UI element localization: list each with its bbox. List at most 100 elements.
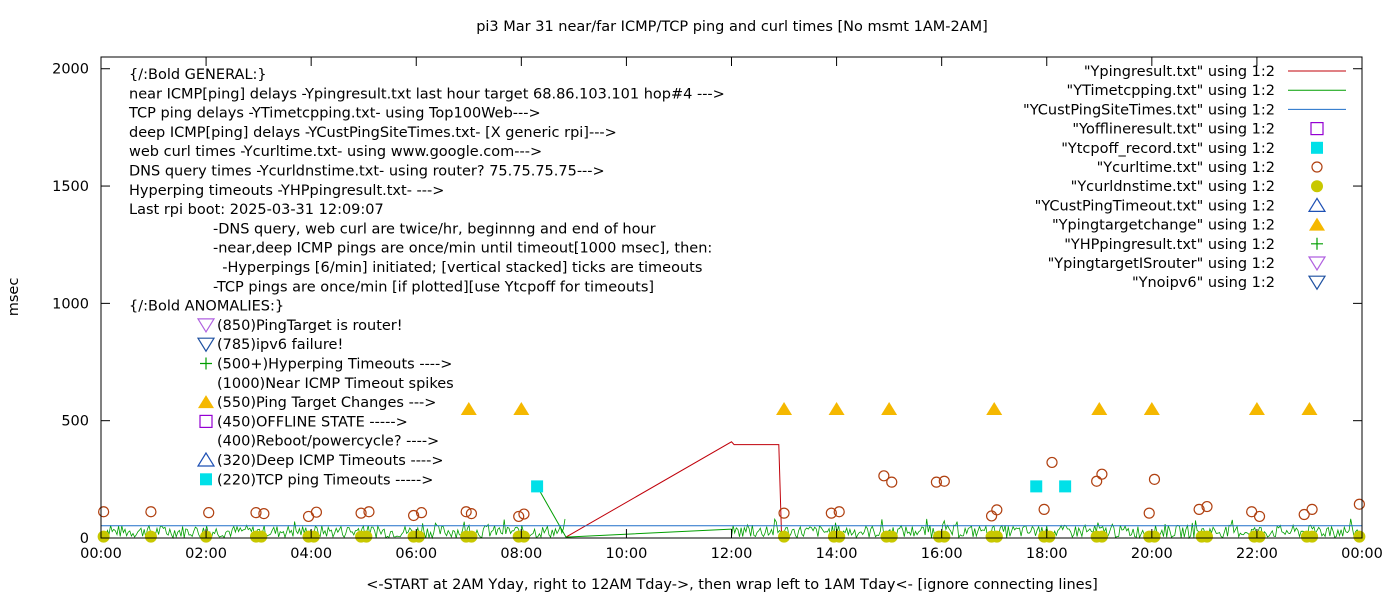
data-point	[1095, 530, 1108, 543]
y-tick-label: 0	[80, 531, 89, 547]
anomaly-symbol	[200, 357, 212, 370]
x-axis-label: <-START at 2AM Yday, right to 12AM Tday-…	[366, 577, 1098, 593]
y-tick-label: 1500	[52, 179, 89, 195]
data-point	[1253, 530, 1266, 543]
data-point	[144, 530, 157, 543]
data-point	[310, 506, 323, 518]
legend-symbol	[1310, 121, 1324, 136]
data-point	[878, 470, 890, 482]
data-point	[145, 506, 157, 518]
x-tick-label: 14:00	[816, 546, 858, 562]
data-point	[1143, 507, 1155, 519]
data-point	[776, 401, 793, 415]
data-point	[1353, 498, 1365, 510]
data-point	[307, 530, 320, 543]
data-point	[408, 509, 420, 522]
legend-symbol	[1311, 237, 1323, 250]
legend-symbol	[1311, 141, 1323, 154]
anomaly-label: (450)OFFLINE STATE ----->	[217, 414, 408, 430]
data-point	[1091, 401, 1108, 415]
data-point	[98, 506, 110, 518]
legend-label: "YCustPingSiteTimes.txt" using 1:2	[1023, 102, 1275, 118]
data-point	[1143, 401, 1160, 415]
data-point	[517, 530, 530, 543]
data-point	[460, 401, 477, 415]
anomaly-label: (220)TCP ping Timeouts ----->	[217, 472, 433, 488]
data-point	[415, 507, 428, 519]
note-line-indented: -TCP pings are once/min [if plotted][use…	[213, 279, 654, 295]
note-line: web curl times -Ycurltime.txt- using www…	[129, 144, 542, 160]
data-point	[985, 510, 998, 522]
x-tick-label: 22:00	[1236, 546, 1278, 562]
x-tick-label: 18:00	[1026, 546, 1068, 562]
x-tick-label: 06:00	[395, 546, 437, 562]
data-point	[986, 401, 1003, 415]
series-filled-triangle-up-7	[460, 401, 1318, 415]
anomaly-label: (320)Deep ICMP Timeouts ---->	[217, 453, 444, 469]
note-line: {/:Bold GENERAL:}	[129, 67, 267, 83]
legend-label: "Ypingtargetchange" using 1:2	[1052, 218, 1275, 234]
data-point	[930, 476, 943, 488]
data-point	[1046, 456, 1058, 469]
legend-label: "Ytcpoff_record.txt" using 1:2	[1061, 141, 1275, 157]
x-tick-label: 04:00	[290, 546, 332, 562]
x-tick-label: 02:00	[185, 546, 227, 562]
data-point	[938, 475, 950, 487]
legend-symbol	[1307, 275, 1327, 291]
legend-label: "YHPpingresult.txt" using 1:2	[1064, 237, 1275, 253]
x-tick-label: 08:00	[500, 546, 542, 562]
anomaly-label: (850)PingTarget is router!	[217, 318, 403, 334]
series-filled-square-6	[531, 480, 1072, 493]
data-point	[1148, 473, 1161, 485]
notes: {/:Bold GENERAL:} near ICMP[ping] delays …	[128, 67, 725, 488]
data-point	[360, 530, 373, 543]
data-point	[825, 507, 837, 519]
series-open-circle-4	[98, 456, 1365, 523]
legend-symbol	[1311, 161, 1323, 173]
y-tick-label: 2000	[52, 62, 89, 78]
data-point	[531, 480, 544, 493]
data-point	[203, 507, 215, 519]
data-point	[1201, 530, 1214, 543]
data-point	[1301, 401, 1318, 415]
note-line: near ICMP[ping] delays -Ypingresult.txt …	[129, 86, 725, 102]
data-point	[513, 401, 530, 415]
data-point	[518, 508, 530, 520]
data-point	[778, 530, 791, 543]
data-point	[258, 507, 270, 520]
legend-label: "Yofflineresult.txt" using 1:2	[1072, 122, 1275, 138]
data-point	[355, 507, 367, 519]
data-point	[885, 530, 898, 543]
data-point	[250, 507, 262, 519]
data-point	[833, 530, 846, 543]
note-line: deep ICMP[ping] delays -YCustPingSiteTim…	[129, 125, 617, 141]
data-point	[1038, 503, 1050, 515]
legend-symbol	[1307, 256, 1327, 272]
data-point	[828, 401, 845, 415]
anomaly-label: (1000)Near ICMP Timeout spikes	[217, 376, 454, 392]
data-point	[1201, 500, 1213, 513]
legend-label: "YCustPingTimeout.txt" using 1:2	[1035, 198, 1275, 214]
y-tick-label: 500	[61, 414, 89, 430]
legend-label: "Ycurltime.txt" using 1:2	[1097, 160, 1275, 176]
note-line: DNS query times -Ycurldnstime.txt- using…	[129, 164, 605, 180]
data-point	[255, 530, 268, 543]
legend-label: "YTimetcpping.txt" using 1:2	[1067, 83, 1275, 99]
data-point	[1353, 530, 1366, 543]
data-point	[465, 530, 478, 543]
anomaly-label: (550)Ping Target Changes --->	[217, 395, 436, 411]
data-point	[991, 504, 1003, 516]
data-point	[412, 530, 425, 543]
data-point	[886, 476, 898, 488]
legend-label: "Ynoipv6" using 1:2	[1132, 275, 1275, 291]
anomaly-symbol	[200, 473, 212, 486]
y-tick-label: 1000	[52, 296, 89, 312]
data-point	[938, 530, 951, 543]
chart-title: pi3 Mar 31 near/far ICMP/TCP ping and cu…	[476, 19, 988, 35]
note-line: TCP ping delays -YTimetcpping.txt- using…	[128, 106, 541, 122]
anomaly-symbol	[196, 451, 216, 467]
legend-symbol	[1307, 197, 1327, 212]
anomaly-symbol	[198, 395, 214, 409]
data-point	[833, 506, 845, 518]
